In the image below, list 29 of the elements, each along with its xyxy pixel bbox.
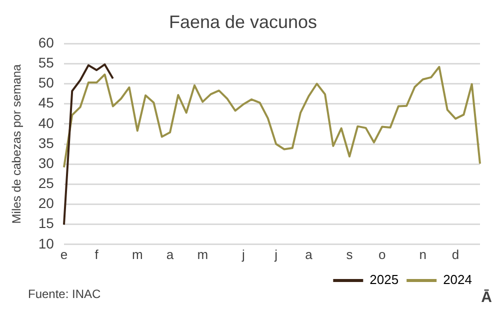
y-tick-label: 10 xyxy=(38,235,54,252)
x-tick-label: m xyxy=(197,246,208,262)
y-tick-label: 45 xyxy=(38,94,54,111)
x-tick-label: j xyxy=(240,246,245,262)
source-note: Fuente: INAC xyxy=(28,287,102,301)
x-tick-label: j xyxy=(274,246,278,262)
y-tick-label: 35 xyxy=(38,134,54,151)
x-tick-label: a xyxy=(166,246,174,262)
y-tick-label: 15 xyxy=(38,215,54,232)
text: Ā xyxy=(481,289,492,306)
legend-label: 2024 xyxy=(443,272,472,288)
x-tick-label: f xyxy=(94,246,99,262)
chart-title: Faena de vacunos xyxy=(168,12,318,32)
y-tick-label: 50 xyxy=(38,74,54,91)
y-tick-label: 60 xyxy=(38,34,54,50)
x-tick-label: m xyxy=(132,246,143,262)
y-tick-label: 20 xyxy=(38,195,54,212)
y-tick-label: 25 xyxy=(38,175,54,192)
x-tick-label: n xyxy=(419,246,427,262)
y-tick-label: 30 xyxy=(38,154,54,171)
x-tick-label: o xyxy=(378,246,386,262)
y-tick-label: 40 xyxy=(38,114,54,131)
x-tick-label: s xyxy=(346,246,354,262)
y-axis-title: Miles de cabezas por semana xyxy=(10,64,24,224)
x-tick-label: d xyxy=(452,246,460,262)
y-tick-label: 55 xyxy=(38,54,54,71)
x-tick-label: e xyxy=(60,246,68,262)
x-tick-label: a xyxy=(305,246,314,262)
legend-label: 2025 xyxy=(370,272,399,288)
